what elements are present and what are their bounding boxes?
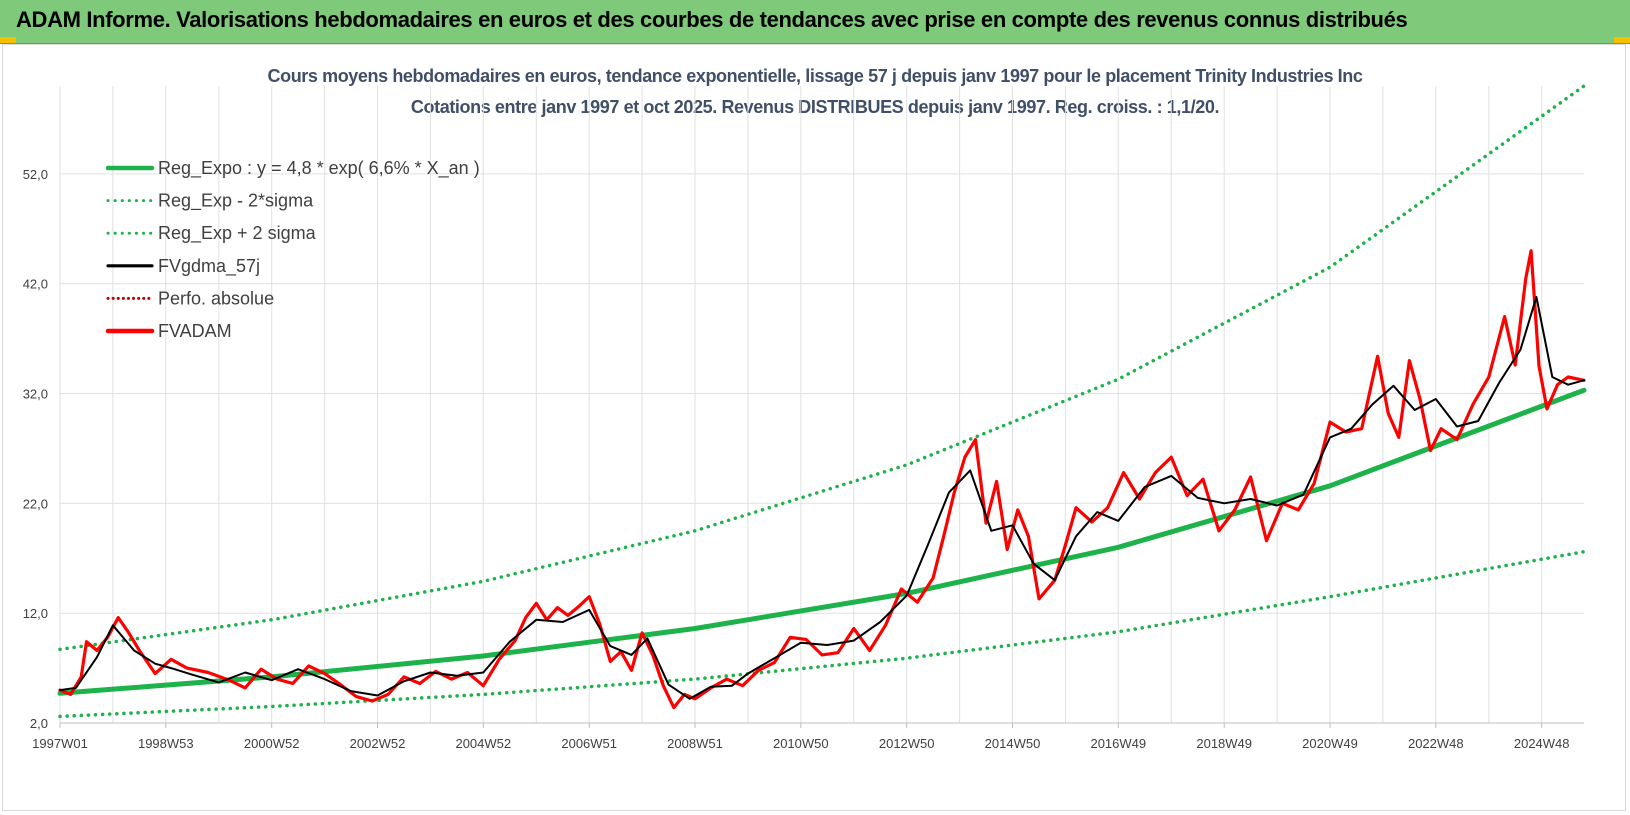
x-tick-label: 2006W51 xyxy=(561,736,617,751)
y-tick-label: 32,0 xyxy=(23,387,48,402)
x-tick-label: 2002W52 xyxy=(350,736,406,751)
corner-marker-left xyxy=(0,37,16,43)
y-tick-label: 52,0 xyxy=(23,167,48,182)
x-tick-label: 2000W52 xyxy=(244,736,300,751)
x-tick-label: 2020W49 xyxy=(1302,736,1358,751)
report-banner: ADAM Informe. Valorisations hebdomadaire… xyxy=(0,0,1630,44)
series-line-2 xyxy=(58,84,1586,652)
chart-legend: Reg_Expo : y = 4,8 * exp( 6,6% * X_an ) R… xyxy=(105,158,480,341)
x-tick-label: 2010W50 xyxy=(773,736,829,751)
x-tick-label: 2012W50 xyxy=(879,736,935,751)
chart-subtitle: Cotations entre janv 1997 et oct 2025. R… xyxy=(410,97,1220,117)
x-tick-label: 2014W50 xyxy=(985,736,1041,751)
series-line-5 xyxy=(58,249,1586,710)
series-layer xyxy=(57,84,1587,719)
series-line-0 xyxy=(57,387,1587,696)
y-tick-label: 2,0 xyxy=(30,716,48,731)
legend-label: Reg_Exp + 2 sigma xyxy=(158,223,317,244)
series-line-1 xyxy=(58,549,1586,719)
x-axis-ticks: 1997W01 1998W53 2000W52 2002W52 2004W52 2006W… xyxy=(32,723,1570,751)
y-tick-label: 42,0 xyxy=(23,277,48,292)
y-tick-label: 22,0 xyxy=(23,496,48,511)
x-tick-label: 2016W49 xyxy=(1090,736,1146,751)
legend-label: Reg_Exp - 2*sigma xyxy=(158,191,314,212)
legend-label: FVADAM xyxy=(158,321,232,341)
legend-label: Perfo. absolue xyxy=(158,288,274,308)
corner-marker-right xyxy=(1614,37,1630,43)
x-tick-label: 2008W51 xyxy=(667,736,723,751)
chart-frame xyxy=(2,44,1626,811)
x-tick-label: 1997W01 xyxy=(32,736,88,751)
legend-label: FVgdma_57j xyxy=(158,256,260,277)
x-tick-label: 2004W52 xyxy=(455,736,511,751)
chart-title: Cours moyens hebdomadaires en euros, ten… xyxy=(267,66,1363,86)
report-title: ADAM Informe. Valorisations hebdomadaire… xyxy=(16,7,1408,32)
x-tick-label: 2018W49 xyxy=(1196,736,1252,751)
x-tick-label: 2024W48 xyxy=(1514,736,1570,751)
y-tick-label: 12,0 xyxy=(23,606,48,621)
series-line-3 xyxy=(59,295,1585,700)
y-axis-ticks: 2,0 12,0 22,0 32,0 42,0 52,0 xyxy=(23,167,48,731)
legend-label: Reg_Expo : y = 4,8 * exp( 6,6% * X_an ) xyxy=(158,158,480,179)
grid-lines xyxy=(59,86,1584,724)
x-tick-label: 1998W53 xyxy=(138,736,194,751)
x-tick-label: 2022W48 xyxy=(1408,736,1464,751)
